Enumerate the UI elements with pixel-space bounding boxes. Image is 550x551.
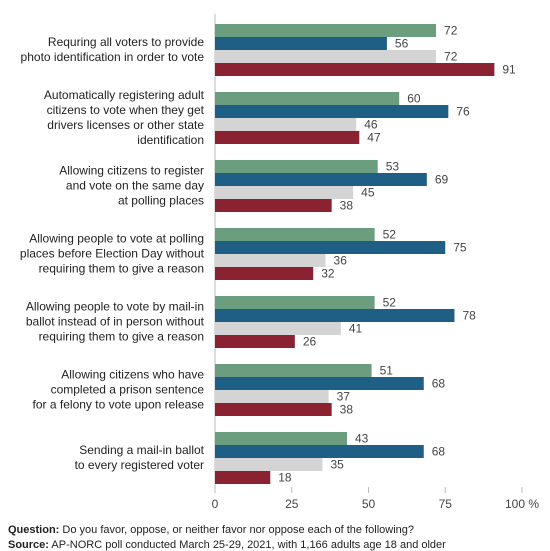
bar: [215, 160, 378, 173]
value-label: 43: [355, 432, 369, 446]
value-label: 45: [361, 186, 375, 200]
bar: [215, 105, 449, 118]
value-label: 38: [340, 403, 354, 417]
value-label: 76: [456, 105, 470, 119]
bar: [215, 267, 314, 280]
value-label: 69: [435, 173, 449, 187]
bar: [215, 131, 360, 144]
question-label: Question:: [8, 524, 60, 536]
value-label: 46: [364, 118, 378, 132]
bar: [215, 241, 446, 254]
value-label: 72: [444, 24, 458, 38]
question-text: Do you favor, oppose, or neither favor n…: [62, 524, 415, 536]
bar: [215, 228, 375, 241]
bar: [215, 199, 332, 212]
bar: [215, 173, 427, 186]
bar: [215, 390, 329, 403]
x-tick-label: 25: [285, 497, 299, 511]
bar: [215, 458, 323, 471]
category-label: Automatically registering adult citizens…: [43, 88, 204, 147]
source-text: AP-NORC poll conducted March 25-29, 2021…: [51, 539, 446, 551]
category-label: Allowing citizens who have completed a p…: [32, 367, 204, 412]
footer-question: Question: Do you favor, oppose, or neith…: [8, 524, 414, 536]
bar: [215, 186, 354, 199]
category-label: Sending a mail-in ballot to every regist…: [74, 443, 204, 472]
value-label: 18: [278, 471, 292, 485]
bar: [215, 445, 424, 458]
bar: [215, 63, 495, 76]
value-label: 72: [444, 50, 458, 64]
footer-source: Source: AP-NORC poll conducted March 25-…: [8, 539, 446, 551]
value-label: 51: [380, 364, 394, 378]
bar: [215, 471, 271, 484]
source-label: Source:: [8, 539, 49, 551]
bar: [215, 322, 341, 335]
value-label: 32: [321, 267, 335, 281]
category-label: Allowing people to vote by mail-in ballo…: [25, 299, 204, 344]
value-label: 35: [330, 458, 344, 472]
value-label: 53: [386, 160, 400, 174]
value-label: 52: [383, 296, 397, 310]
x-tick-label: 0: [212, 497, 219, 511]
value-label: 36: [334, 254, 348, 268]
value-label: 75: [453, 241, 467, 255]
value-label: 47: [367, 131, 381, 145]
bar: [215, 118, 357, 131]
x-tick-label: 50: [362, 497, 376, 511]
bar: [215, 254, 326, 267]
bar: [215, 377, 424, 390]
bar: [215, 335, 295, 348]
bar: [215, 92, 400, 105]
value-label: 56: [395, 37, 409, 51]
bar: [215, 364, 372, 377]
value-label: 60: [407, 92, 421, 106]
value-label: 68: [432, 445, 446, 459]
bar: [215, 432, 348, 445]
value-label: 37: [337, 390, 351, 404]
value-label: 26: [303, 335, 317, 349]
bar: [215, 37, 387, 50]
bar: [215, 50, 437, 63]
bar: [215, 403, 332, 416]
value-label: 52: [383, 228, 397, 242]
bar: [215, 24, 437, 37]
value-label: 38: [340, 199, 354, 213]
bar: [215, 296, 375, 309]
value-label: 41: [349, 322, 363, 336]
x-tick-label: 100 %: [505, 497, 539, 511]
value-label: 68: [432, 377, 446, 391]
category-label: Allowing citizens to register and vote o…: [59, 163, 204, 208]
category-label: Allowing people to vote at polling place…: [19, 231, 204, 276]
category-label: Requring all voters to provide photo ide…: [20, 35, 204, 64]
bar: [215, 309, 455, 322]
value-label: 91: [502, 63, 516, 77]
x-tick-label: 75: [439, 497, 453, 511]
value-label: 78: [462, 309, 476, 323]
